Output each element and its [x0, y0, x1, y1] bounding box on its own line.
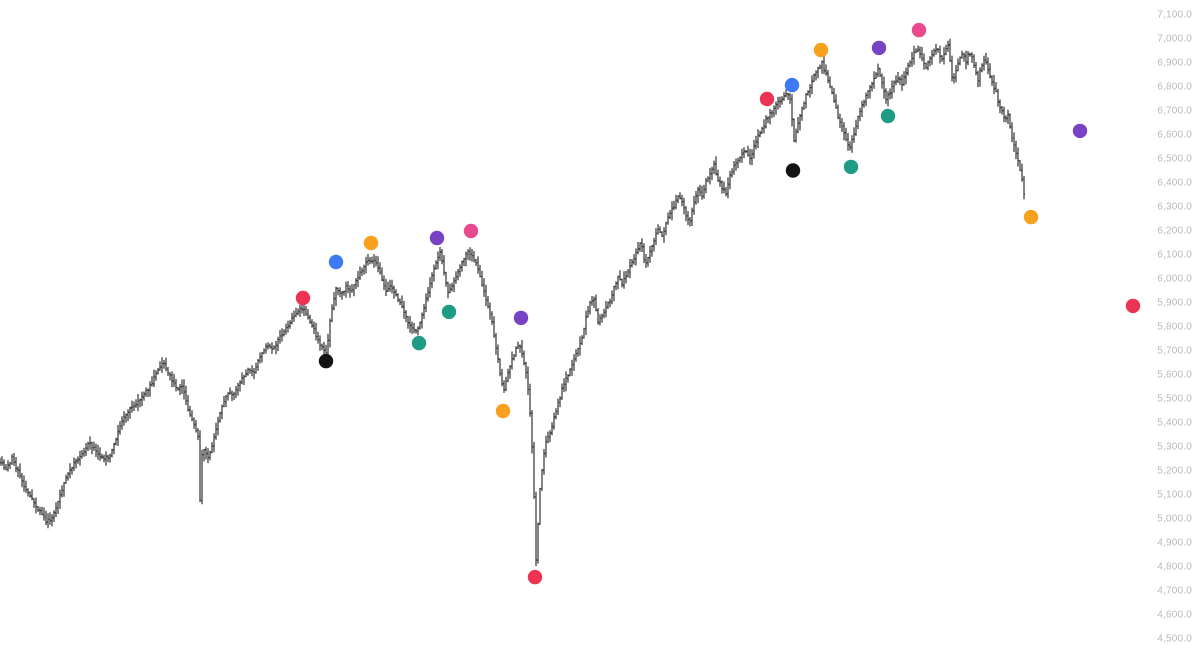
price-axis[interactable]: 7,100.0 7,000.0 6,900.0 6,800.0 6,700.0 6,600… [1130, 0, 1200, 655]
y-axis-tick-label: 7,100.0 [1157, 9, 1192, 21]
y-axis-tick-label: 4,500.0 [1157, 633, 1192, 645]
ohlc-bars [0, 38, 1025, 567]
event-marker-dot-purple[interactable] [871, 40, 887, 56]
y-axis-tick-label: 6,700.0 [1157, 105, 1192, 117]
y-axis-tick-label: 5,600.0 [1157, 369, 1192, 381]
ohlc-open-close-ticks [0, 44, 1026, 561]
y-axis-tick-label: 7,000.0 [1157, 33, 1192, 45]
y-axis-tick-label: 6,400.0 [1157, 177, 1192, 189]
event-marker-dot-teal[interactable] [843, 159, 859, 175]
y-axis-tick-label: 6,100.0 [1157, 249, 1192, 261]
y-axis-tick-label: 6,600.0 [1157, 129, 1192, 141]
y-axis-tick-label: 6,500.0 [1157, 153, 1192, 165]
y-axis-tick-label: 5,300.0 [1157, 441, 1192, 453]
y-axis-tick-label: 6,900.0 [1157, 57, 1192, 69]
event-marker-dot-orange[interactable] [1023, 209, 1039, 225]
y-axis-tick-label: 4,600.0 [1157, 609, 1192, 621]
event-marker-dot-blue[interactable] [328, 254, 344, 270]
y-axis-tick-label: 5,800.0 [1157, 321, 1192, 333]
event-marker-dot-purple[interactable] [1072, 123, 1088, 139]
event-marker-dot-teal[interactable] [411, 335, 427, 351]
event-marker-dot-red[interactable] [295, 290, 311, 306]
event-marker-dot-red[interactable] [759, 91, 775, 107]
y-axis-tick-label: 5,500.0 [1157, 393, 1192, 405]
y-axis-tick-label: 6,200.0 [1157, 225, 1192, 237]
event-marker-dot-red[interactable] [527, 569, 543, 585]
event-marker-dot-orange[interactable] [495, 403, 511, 419]
event-marker-dot-purple[interactable] [429, 230, 445, 246]
y-axis-tick-label: 5,100.0 [1157, 489, 1192, 501]
event-marker-dot-pink[interactable] [911, 22, 927, 38]
y-axis-tick-label: 4,700.0 [1157, 585, 1192, 597]
event-marker-dot-orange[interactable] [813, 42, 829, 58]
y-axis-tick-label: 5,900.0 [1157, 297, 1192, 309]
y-axis-tick-label: 5,400.0 [1157, 417, 1192, 429]
event-marker-dot-purple[interactable] [513, 310, 529, 326]
event-marker-dot-teal[interactable] [880, 108, 896, 124]
event-marker-dot-red[interactable] [1125, 298, 1141, 314]
event-marker-dot-pink[interactable] [463, 223, 479, 239]
event-marker-dot-teal[interactable] [441, 304, 457, 320]
event-marker-dot-blue[interactable] [784, 77, 800, 93]
event-marker-dot-black[interactable] [785, 163, 801, 178]
y-axis-tick-label: 6,000.0 [1157, 273, 1192, 285]
event-marker-dot-black[interactable] [318, 353, 334, 369]
y-axis-tick-label: 4,800.0 [1157, 561, 1192, 573]
y-axis-tick-label: 5,000.0 [1157, 513, 1192, 525]
y-axis-tick-label: 6,300.0 [1157, 201, 1192, 213]
y-axis-tick-label: 5,200.0 [1157, 465, 1192, 477]
y-axis-tick-label: 4,900.0 [1157, 537, 1192, 549]
y-axis-tick-label: 5,700.0 [1157, 345, 1192, 357]
y-axis-tick-label: 6,800.0 [1157, 81, 1192, 93]
event-marker-dot-orange[interactable] [363, 235, 379, 251]
